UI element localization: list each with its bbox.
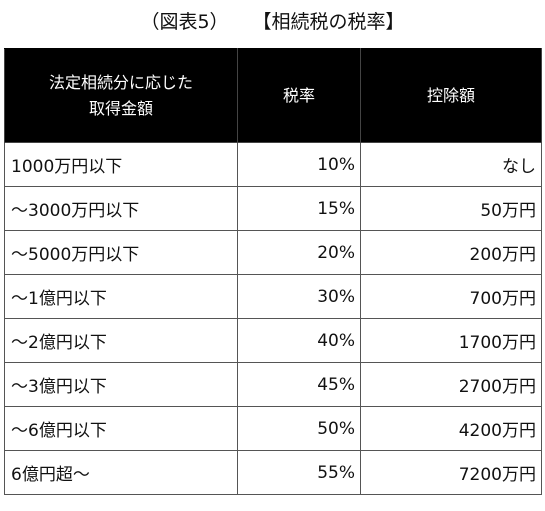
row-tax-rate: 15% [237,186,361,231]
row-amount-range: 1000万円以下 [4,142,238,187]
table-row: ～6億円以下 50% 4200万円 [4,406,542,451]
row-deduction: 7200万円 [360,450,542,495]
row-deduction: 700万円 [360,274,542,319]
table-row: ～5000万円以下 20% 200万円 [4,230,542,275]
row-deduction: 1700万円 [360,318,542,363]
row-deduction: 2700万円 [360,362,542,407]
figure-number: （図表5） [140,10,229,33]
table-row: 6億円超～ 55% 7200万円 [4,450,542,495]
row-deduction: 4200万円 [360,406,542,451]
table-header-row: 法定相続分に応じた 取得金額 税率 控除額 [4,48,542,143]
header-acquisition-amount-line2: 取得金額 [88,98,153,118]
row-tax-rate: 40% [237,318,361,363]
header-acquisition-amount-line1: 法定相続分に応じた [48,72,193,92]
table-row: ～3億円以下 45% 2700万円 [4,362,542,407]
row-amount-range: ～3億円以下 [4,362,238,407]
row-amount-range: ～1億円以下 [4,274,238,319]
figure-caption: （図表5） 【相続税の税率】 [0,0,545,40]
row-tax-rate: 10% [237,142,361,187]
row-tax-rate: 30% [237,274,361,319]
header-deduction: 控除額 [360,48,542,143]
header-tax-rate: 税率 [237,48,361,143]
row-deduction: なし [360,142,542,187]
header-acquisition-amount: 法定相続分に応じた 取得金額 [4,48,238,143]
row-tax-rate: 55% [237,450,361,495]
row-deduction: 50万円 [360,186,542,231]
row-tax-rate: 20% [237,230,361,275]
row-amount-range: ～2億円以下 [4,318,238,363]
figure-title: 【相続税の税率】 [252,10,405,33]
row-deduction: 200万円 [360,230,542,275]
row-amount-range: ～3000万円以下 [4,186,238,231]
table-row: ～3000万円以下 15% 50万円 [4,186,542,231]
table-row: ～1億円以下 30% 700万円 [4,274,542,319]
inheritance-tax-rate-table: 法定相続分に応じた 取得金額 税率 控除額 1000万円以下 10% なし ～3… [4,48,542,495]
row-amount-range: ～5000万円以下 [4,230,238,275]
table-row: 1000万円以下 10% なし [4,142,542,187]
row-amount-range: ～6億円以下 [4,406,238,451]
row-amount-range: 6億円超～ [4,450,238,495]
row-tax-rate: 45% [237,362,361,407]
table-row: ～2億円以下 40% 1700万円 [4,318,542,363]
row-tax-rate: 50% [237,406,361,451]
